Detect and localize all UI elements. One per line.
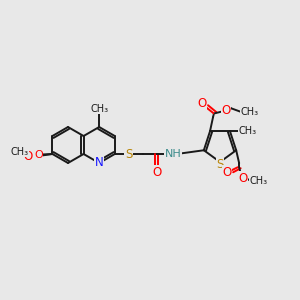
Text: CH₃: CH₃ <box>249 176 267 186</box>
Text: CH₃: CH₃ <box>239 126 257 136</box>
Text: N: N <box>95 157 103 169</box>
Text: S: S <box>125 148 133 160</box>
Text: O: O <box>34 150 43 160</box>
Text: O: O <box>223 166 232 179</box>
Text: NH: NH <box>164 149 181 159</box>
Text: O: O <box>197 97 207 110</box>
Text: CH₃: CH₃ <box>90 104 108 114</box>
Text: O: O <box>24 149 33 163</box>
Text: O: O <box>238 172 248 185</box>
Text: O: O <box>152 166 161 178</box>
Text: CH₃: CH₃ <box>241 107 259 117</box>
Text: S: S <box>216 158 224 170</box>
Text: CH₃: CH₃ <box>10 147 28 157</box>
Text: O: O <box>221 104 231 117</box>
